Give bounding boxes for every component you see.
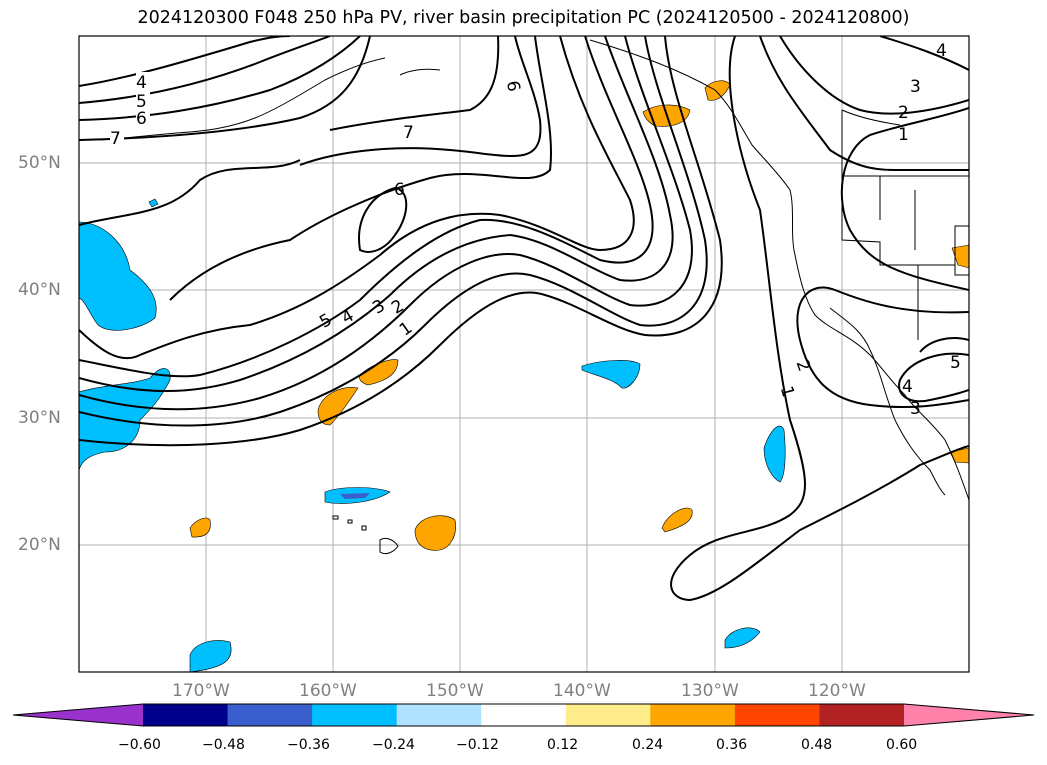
colorbar-segment <box>143 704 229 726</box>
contour-label: 7 <box>110 129 121 149</box>
contour-label: 7 <box>403 123 414 143</box>
precip-blob-positive <box>414 515 456 551</box>
colorbar-outline <box>12 703 1035 727</box>
colorbar-segment <box>565 704 651 726</box>
precip-blob-negative <box>763 425 786 483</box>
colorbar-extend-max <box>904 704 1034 726</box>
contour-label: 4 <box>136 73 147 93</box>
lon-label: 140°W <box>553 681 611 701</box>
lon-label: 130°W <box>681 681 739 701</box>
precip-blob-positive <box>189 517 211 538</box>
map-frame <box>78 35 970 673</box>
contour-label: 5 <box>136 92 147 112</box>
contour-label: 1 <box>776 384 798 400</box>
coastlines <box>99 39 969 555</box>
gridlines <box>79 36 969 672</box>
precip-blob-negative <box>79 221 157 331</box>
lon-label: 150°W <box>426 681 484 701</box>
colorbar-tick-label: 0.24 <box>632 737 664 753</box>
precip-blob-negative <box>581 360 641 389</box>
colorbar-segment <box>481 704 567 726</box>
contour-label: 6 <box>394 180 405 200</box>
contour-label: 3 <box>910 399 921 419</box>
colorbar-segment <box>650 704 736 726</box>
contour-label: 2 <box>792 357 814 374</box>
colorbar <box>12 703 1035 727</box>
contour-label: 6 <box>502 79 524 93</box>
colorbar-segment <box>227 704 313 726</box>
map-plot: 4 5 6 7 7 6 6 5 4 3 2 1 1 2 3 4 2 1 3 4 … <box>79 36 969 672</box>
colorbar-tick-label: 0.60 <box>886 737 918 753</box>
lon-label: 160°W <box>299 681 357 701</box>
colorbar-extend-min <box>13 704 143 726</box>
colorbar-tick-label: 0.12 <box>547 737 579 753</box>
colorbar-tick-label: −0.24 <box>372 737 415 753</box>
colorbar-tick-label: 0.48 <box>801 737 833 753</box>
precip-blob-negative <box>148 198 159 208</box>
pv-contours <box>79 36 969 602</box>
precip-shading <box>79 80 969 672</box>
precip-blob-negative <box>189 640 232 672</box>
lat-label: 30°N <box>18 408 61 428</box>
lat-label: 20°N <box>18 535 61 555</box>
contour-label: 3 <box>910 77 921 97</box>
contour-label: 4 <box>936 41 947 61</box>
colorbar-segment <box>819 704 905 726</box>
colorbar-tick-label: −0.60 <box>118 737 161 753</box>
lat-label: 50°N <box>18 153 61 173</box>
precip-blob-negative <box>79 368 171 471</box>
contour-label: 2 <box>898 103 909 123</box>
lat-label: 40°N <box>18 280 61 300</box>
contour-label: 4 <box>338 306 357 329</box>
colorbar-tick-label: −0.36 <box>287 737 330 753</box>
precip-blob-positive <box>661 507 693 533</box>
colorbar-tick-label: −0.48 <box>202 737 245 753</box>
precip-blob-positive <box>949 447 969 464</box>
contour-label: 4 <box>902 377 913 397</box>
colorbar-segment <box>734 704 820 726</box>
colorbar-tick-label: 0.36 <box>716 737 748 753</box>
contour-label: 1 <box>898 125 909 145</box>
colorbar-tick-label: −0.12 <box>456 737 499 753</box>
precip-blob-strong-negative <box>340 493 370 499</box>
precip-blob-negative <box>724 627 761 649</box>
precip-blob-positive <box>317 387 359 426</box>
precip-blob-positive <box>704 80 731 101</box>
colorbar-segment <box>396 704 482 726</box>
contour-label: 5 <box>950 353 961 373</box>
map-title: 2024120300 F048 250 hPa PV, river basin … <box>137 8 910 28</box>
precip-blob-positive <box>951 244 969 269</box>
contour-label: 2 <box>388 296 407 319</box>
colorbar-segment <box>312 704 398 726</box>
lon-label: 120°W <box>808 681 866 701</box>
contour-label: 6 <box>136 109 147 129</box>
lon-label: 170°W <box>172 681 230 701</box>
